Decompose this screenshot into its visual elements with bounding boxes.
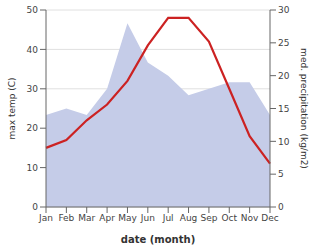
svg-text:5: 5 xyxy=(278,169,284,179)
svg-text:date (month): date (month) xyxy=(121,234,195,245)
svg-text:Dec: Dec xyxy=(261,213,278,223)
svg-text:0: 0 xyxy=(32,202,38,212)
svg-text:Nov: Nov xyxy=(241,213,259,223)
svg-text:Jul: Jul xyxy=(162,213,174,223)
svg-text:20: 20 xyxy=(27,123,39,133)
svg-text:50: 50 xyxy=(27,5,39,15)
svg-text:30: 30 xyxy=(278,5,290,15)
svg-text:10: 10 xyxy=(27,163,39,173)
svg-text:Apr: Apr xyxy=(99,213,115,223)
svg-text:Feb: Feb xyxy=(58,213,74,223)
svg-text:May: May xyxy=(118,213,137,223)
svg-text:30: 30 xyxy=(27,84,39,94)
svg-text:Mar: Mar xyxy=(78,213,95,223)
svg-text:Aug: Aug xyxy=(180,213,198,223)
svg-text:40: 40 xyxy=(27,45,39,55)
svg-text:25: 25 xyxy=(278,38,289,48)
svg-text:Sep: Sep xyxy=(200,213,217,223)
svg-text:10: 10 xyxy=(278,137,290,147)
svg-text:20: 20 xyxy=(278,71,290,81)
svg-text:Oct: Oct xyxy=(221,213,237,223)
svg-text:Jan: Jan xyxy=(38,213,53,223)
svg-text:15: 15 xyxy=(278,104,289,114)
svg-text:med. precipitation (kg/m2): med. precipitation (kg/m2) xyxy=(299,48,309,169)
svg-text:Jun: Jun xyxy=(140,213,155,223)
svg-text:max temp (C): max temp (C) xyxy=(8,77,17,139)
svg-text:0: 0 xyxy=(278,202,284,212)
